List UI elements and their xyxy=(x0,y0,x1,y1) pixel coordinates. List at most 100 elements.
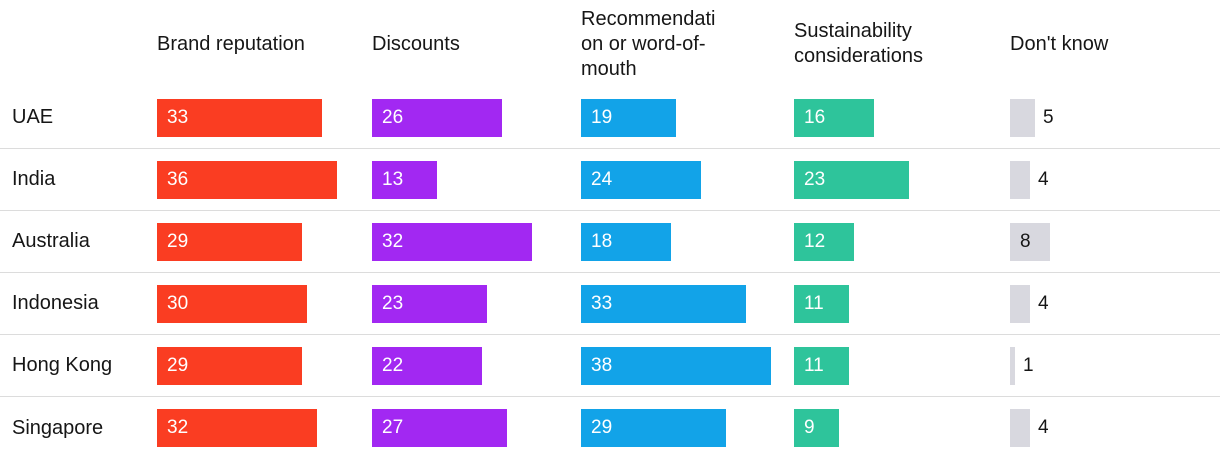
bar: 9 xyxy=(794,409,839,447)
chart-row: UAE 33 26 19 16 5 xyxy=(0,87,1220,149)
bar-cell: 19 xyxy=(581,99,676,137)
bar-cell: 33 xyxy=(157,99,322,137)
bar-cell: 29 xyxy=(157,347,302,385)
bar: 12 xyxy=(794,223,854,261)
row-label: Hong Kong xyxy=(12,354,113,376)
bar-value-label: 11 xyxy=(804,355,824,376)
bar-cell: 33 xyxy=(581,285,746,323)
bar-value-label: 8 xyxy=(1020,231,1031,252)
bar-cell: 1 xyxy=(1010,347,1034,385)
bar-value-label: 9 xyxy=(804,417,815,438)
bar-cell: 23 xyxy=(794,161,909,199)
bar: 8 xyxy=(1010,223,1050,261)
bar: 24 xyxy=(581,161,701,199)
bar: 32 xyxy=(372,223,532,261)
bar-cell: 38 xyxy=(581,347,771,385)
bar-cell: 4 xyxy=(1010,409,1049,447)
bar-cell: 18 xyxy=(581,223,671,261)
chart-row: Indonesia 30 23 33 11 4 xyxy=(0,273,1220,335)
bar: 22 xyxy=(372,347,482,385)
bar-value-label: 1 xyxy=(1023,355,1034,376)
bar: 18 xyxy=(581,223,671,261)
chart-row: Singapore 32 27 29 9 4 xyxy=(0,397,1220,458)
bar-value-label: 33 xyxy=(591,293,613,314)
row-label: UAE xyxy=(12,106,54,128)
bar-cell: 32 xyxy=(372,223,532,261)
bar-cell: 22 xyxy=(372,347,482,385)
bar: 23 xyxy=(794,161,909,199)
bar: 27 xyxy=(372,409,507,447)
bar-cell: 4 xyxy=(1010,285,1049,323)
bar-value-label: 29 xyxy=(167,231,189,252)
bar-value-label: 27 xyxy=(382,417,404,438)
bar-value-label: 11 xyxy=(804,293,824,314)
bar xyxy=(1010,409,1030,447)
row-label: Australia xyxy=(12,230,90,252)
bar: 36 xyxy=(157,161,337,199)
row-label: Singapore xyxy=(12,416,104,439)
bar-value-label: 29 xyxy=(591,417,613,438)
bar: 33 xyxy=(581,285,746,323)
bar-value-label: 22 xyxy=(382,355,404,376)
bar-cell: 12 xyxy=(794,223,854,261)
bar-value-label: 29 xyxy=(167,355,189,376)
bar xyxy=(1010,161,1030,199)
bar: 32 xyxy=(157,409,317,447)
bar: 30 xyxy=(157,285,307,323)
bar-cell: 5 xyxy=(1010,99,1054,137)
bar: 11 xyxy=(794,285,849,323)
row-label: Indonesia xyxy=(12,292,99,314)
bar-cell: 29 xyxy=(157,223,302,261)
bar: 13 xyxy=(372,161,437,199)
bar-cell: 16 xyxy=(794,99,874,137)
bar-cell: 13 xyxy=(372,161,437,199)
bar-value-label: 4 xyxy=(1038,417,1049,438)
bar: 23 xyxy=(372,285,487,323)
bar-cell: 23 xyxy=(372,285,487,323)
bar xyxy=(1010,99,1035,137)
chart-row: Australia 29 32 18 12 8 xyxy=(0,211,1220,273)
column-header-brand-reputation: Brand reputation xyxy=(157,32,305,55)
bar-value-label: 13 xyxy=(382,169,404,190)
column-header-discounts: Discounts xyxy=(372,32,460,55)
bar-value-label: 26 xyxy=(382,107,404,128)
bar: 16 xyxy=(794,99,874,137)
bar-value-label: 23 xyxy=(804,169,826,190)
chart-row: India 36 13 24 23 4 xyxy=(0,149,1220,211)
bar-cell: 24 xyxy=(581,161,701,199)
bar-value-label: 30 xyxy=(167,293,189,314)
bar-value-label: 32 xyxy=(382,231,404,252)
bar-cell: 32 xyxy=(157,409,317,447)
bar-value-label: 12 xyxy=(804,231,826,252)
bar: 19 xyxy=(581,99,676,137)
bar-cell: 26 xyxy=(372,99,502,137)
bar-cell: 11 xyxy=(794,347,849,385)
bar-cell: 30 xyxy=(157,285,307,323)
bar-value-label: 4 xyxy=(1038,293,1049,314)
bar-cell: 4 xyxy=(1010,161,1049,199)
bar-cell: 11 xyxy=(794,285,849,323)
bar-value-label: 19 xyxy=(591,107,613,128)
chart-row: Hong Kong 29 22 38 11 1 xyxy=(0,335,1220,397)
bar-value-label: 36 xyxy=(167,169,189,190)
chart-rows: UAE 33 26 19 16 5 India 36 13 24 23 4 Australia 29 32 1… xyxy=(0,87,1220,458)
column-header-sustainability: Sustainability considerations xyxy=(794,20,923,67)
bar-value-label: 38 xyxy=(591,355,613,376)
bar: 29 xyxy=(157,223,302,261)
bar: 29 xyxy=(157,347,302,385)
row-label: India xyxy=(12,168,56,190)
bar-cell: 36 xyxy=(157,161,337,199)
bar-cell: 29 xyxy=(581,409,726,447)
bar-value-label: 16 xyxy=(804,107,826,128)
bar-value-label: 4 xyxy=(1038,169,1049,190)
bar: 38 xyxy=(581,347,771,385)
bar-value-label: 18 xyxy=(591,231,613,252)
bar: 11 xyxy=(794,347,849,385)
bar: 29 xyxy=(581,409,726,447)
column-header-dont-know: Don't know xyxy=(1010,32,1109,55)
bar-cell: 8 xyxy=(1010,223,1050,261)
bar-value-label: 5 xyxy=(1043,107,1054,128)
bar: 33 xyxy=(157,99,322,137)
bar-value-label: 24 xyxy=(591,169,613,190)
